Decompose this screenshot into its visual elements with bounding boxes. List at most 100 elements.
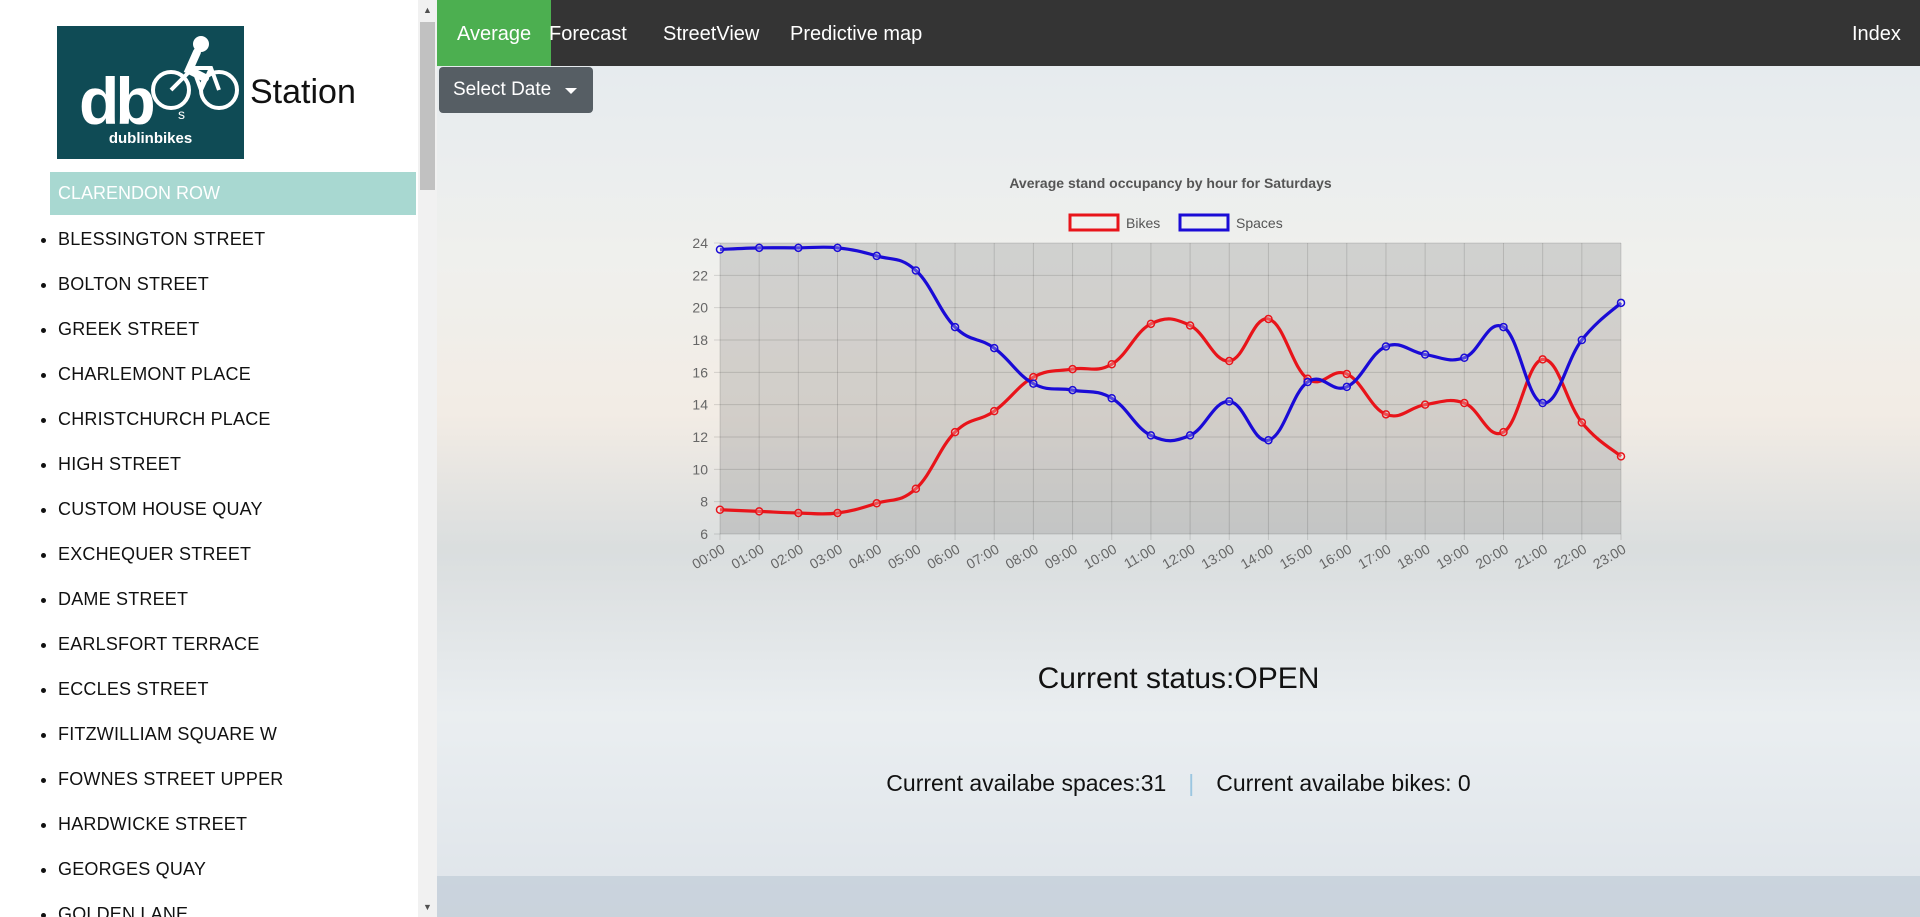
x-tick-label: 22:00 (1551, 541, 1590, 572)
occupancy-chart: Average stand occupancy by hour for Satu… (689, 175, 1629, 572)
station-item[interactable]: ECCLES STREET (58, 667, 284, 712)
x-tick-label: 17:00 (1355, 541, 1394, 572)
data-point-spaces (715, 245, 725, 254)
x-tick-label: 20:00 (1473, 541, 1512, 572)
station-item[interactable]: CHRISTCHURCH PLACE (58, 397, 284, 442)
top-navbar: Average Forecast StreetView Predictive m… (437, 0, 1920, 66)
station-item[interactable]: EXCHEQUER STREET (58, 532, 284, 577)
x-tick-label: 23:00 (1590, 541, 1629, 572)
x-tick-label: 06:00 (924, 541, 963, 572)
data-point-spaces (1303, 377, 1312, 387)
x-tick-label: 08:00 (1003, 541, 1042, 572)
scroll-up-arrow-icon[interactable]: ▲ (423, 5, 432, 15)
station-item[interactable]: CUSTOM HOUSE QUAY (58, 487, 284, 532)
cyclist-icon (151, 36, 239, 110)
data-point-spaces (1107, 393, 1116, 403)
sidebar-scrollbar[interactable]: ▲ ▼ (418, 0, 437, 917)
station-item[interactable]: BOLTON STREET (58, 262, 284, 307)
data-point-spaces (1499, 322, 1508, 332)
data-point-bikes (715, 505, 725, 514)
logo-letters: db (79, 64, 156, 138)
tab-average[interactable]: Average (437, 0, 552, 66)
x-tick-label: 21:00 (1512, 541, 1551, 572)
data-point-bikes (1146, 319, 1156, 329)
tab-streetview[interactable]: StreetView (663, 23, 760, 45)
data-point-bikes (1068, 364, 1077, 374)
dublinbikes-logo: db s dublinbikes (57, 26, 244, 159)
data-point-spaces (950, 322, 960, 332)
station-item[interactable]: FITZWILLIAM SQUARE W (58, 712, 284, 757)
data-point-bikes (794, 508, 803, 518)
station-item[interactable]: GEORGES QUAY (58, 847, 284, 892)
x-tick-label: 12:00 (1159, 541, 1198, 572)
plot-area (720, 243, 1621, 534)
data-point-bikes (989, 406, 999, 416)
data-point-bikes (1225, 356, 1234, 366)
data-point-spaces (1146, 431, 1156, 440)
x-tick-label: 18:00 (1394, 541, 1433, 572)
index-link[interactable]: Index (1852, 23, 1901, 45)
data-point-bikes (1577, 418, 1587, 427)
data-point-spaces (1264, 435, 1273, 445)
station-item[interactable]: HIGH STREET (58, 442, 284, 487)
tab-predictive-map[interactable]: Predictive map (790, 23, 923, 45)
station-item[interactable]: CHARLEMONT PLACE (58, 352, 284, 397)
divider: | (1188, 770, 1195, 796)
scroll-down-arrow-icon[interactable]: ▼ (423, 902, 432, 912)
x-tick-label: 07:00 (963, 541, 1002, 572)
x-tick-label: 16:00 (1316, 541, 1355, 572)
station-item[interactable]: GREEK STREET (58, 307, 284, 352)
logo-brand: dublinbikes (108, 130, 193, 147)
selected-station-item[interactable]: CLARENDON ROW (50, 172, 416, 215)
x-tick-label: 04:00 (846, 541, 885, 572)
data-point-spaces (1029, 379, 1038, 388)
availability-row: Current availabe spaces:31 | Current avail… (437, 770, 1920, 797)
station-list: BLESSINGTON STREET BOLTON STREET GREEK S… (0, 217, 284, 917)
data-point-spaces (1068, 385, 1077, 395)
data-point-spaces (1381, 342, 1391, 351)
x-tick-label: 05:00 (885, 541, 924, 572)
x-tick-label: 15:00 (1277, 541, 1316, 572)
select-date-dropdown[interactable]: Select Date (439, 67, 593, 113)
legend-label: Bikes (1126, 215, 1160, 231)
station-item[interactable]: GOLDEN LANE (58, 892, 284, 917)
y-tick-label: 14 (692, 397, 708, 413)
series-line-spaces (719, 245, 1623, 443)
background-photo (437, 0, 1920, 917)
data-point-bikes (872, 499, 881, 508)
data-point-bikes (1616, 452, 1626, 461)
y-tick-label: 18 (692, 332, 708, 348)
logo-sub: s (178, 106, 185, 122)
sidebar-header: db s dublinbikes Station (57, 26, 356, 159)
footer-band (437, 876, 1920, 917)
select-date-label: Select Date (453, 79, 552, 100)
station-item[interactable]: HARDWICKE STREET (58, 802, 284, 847)
legend-swatch (1178, 213, 1230, 232)
caret-down-icon (565, 88, 577, 94)
x-tick-label: 19:00 (1433, 541, 1472, 572)
station-item[interactable]: DAME STREET (58, 577, 284, 622)
station-item[interactable]: FOWNES STREET UPPER (58, 757, 284, 802)
data-point-spaces (833, 243, 842, 253)
data-point-spaces (1342, 382, 1352, 392)
main-content: Average Forecast StreetView Predictive m… (437, 0, 1920, 917)
data-point-spaces (794, 243, 803, 253)
y-tick-label: 20 (692, 300, 708, 316)
x-tick-label: 09:00 (1042, 541, 1081, 572)
available-spaces: Current availabe spaces:31 (886, 770, 1167, 796)
data-point-spaces (911, 266, 921, 275)
tab-forecast[interactable]: Forecast (549, 23, 627, 45)
y-tick-label: 10 (692, 461, 708, 477)
data-point-bikes (1499, 427, 1508, 437)
y-tick-label: 8 (700, 494, 708, 510)
station-item[interactable]: EARLSFORT TERRACE (58, 622, 284, 667)
data-point-spaces (1577, 335, 1587, 345)
y-tick-label: 16 (692, 364, 708, 380)
y-tick-label: 24 (692, 235, 708, 251)
x-tick-label: 00:00 (689, 541, 728, 572)
x-tick-label: 02:00 (767, 541, 806, 572)
scrollbar-thumb[interactable] (420, 22, 435, 190)
data-point-bikes (1381, 410, 1391, 419)
station-sidebar: db s dublinbikes Station CLARENDON ROW B… (0, 0, 418, 917)
station-item[interactable]: BLESSINGTON STREET (58, 217, 284, 262)
